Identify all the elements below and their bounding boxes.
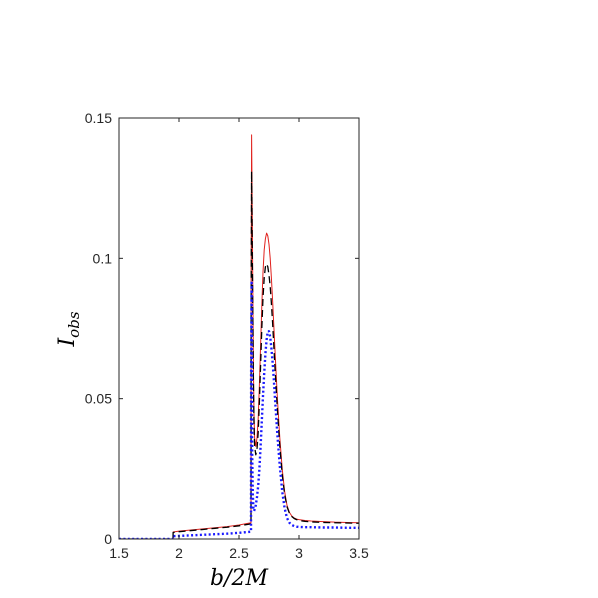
series-line-dotted bbox=[119, 279, 359, 539]
x-tick-label: 2 bbox=[175, 545, 183, 561]
x-tick-label: 2.5 bbox=[229, 545, 249, 561]
series-line-dashed bbox=[119, 170, 359, 539]
y-tick-label: 0 bbox=[104, 531, 112, 547]
x-tick-label: 1.5 bbox=[109, 545, 129, 561]
y-tick-label: 0.15 bbox=[85, 110, 112, 126]
y-axis-label-base: I bbox=[55, 337, 80, 348]
x-axis-label: b/2M bbox=[210, 566, 268, 591]
y-tick-label: 0.1 bbox=[93, 250, 113, 266]
x-tick-label: 3 bbox=[295, 545, 303, 561]
y-tick-label: 0.05 bbox=[85, 391, 112, 407]
x-axis-ticks: 1.5 2 2.5 3 3.5 bbox=[109, 118, 369, 561]
y-axis-label-subscript: obs bbox=[65, 311, 83, 338]
y-axis-label: Iobs bbox=[55, 311, 83, 347]
x-tick-label: 3.5 bbox=[349, 545, 369, 561]
y-axis-ticks: 0 0.05 0.1 0.15 bbox=[85, 110, 359, 547]
plot-area bbox=[119, 118, 359, 539]
series-layer bbox=[119, 134, 359, 539]
